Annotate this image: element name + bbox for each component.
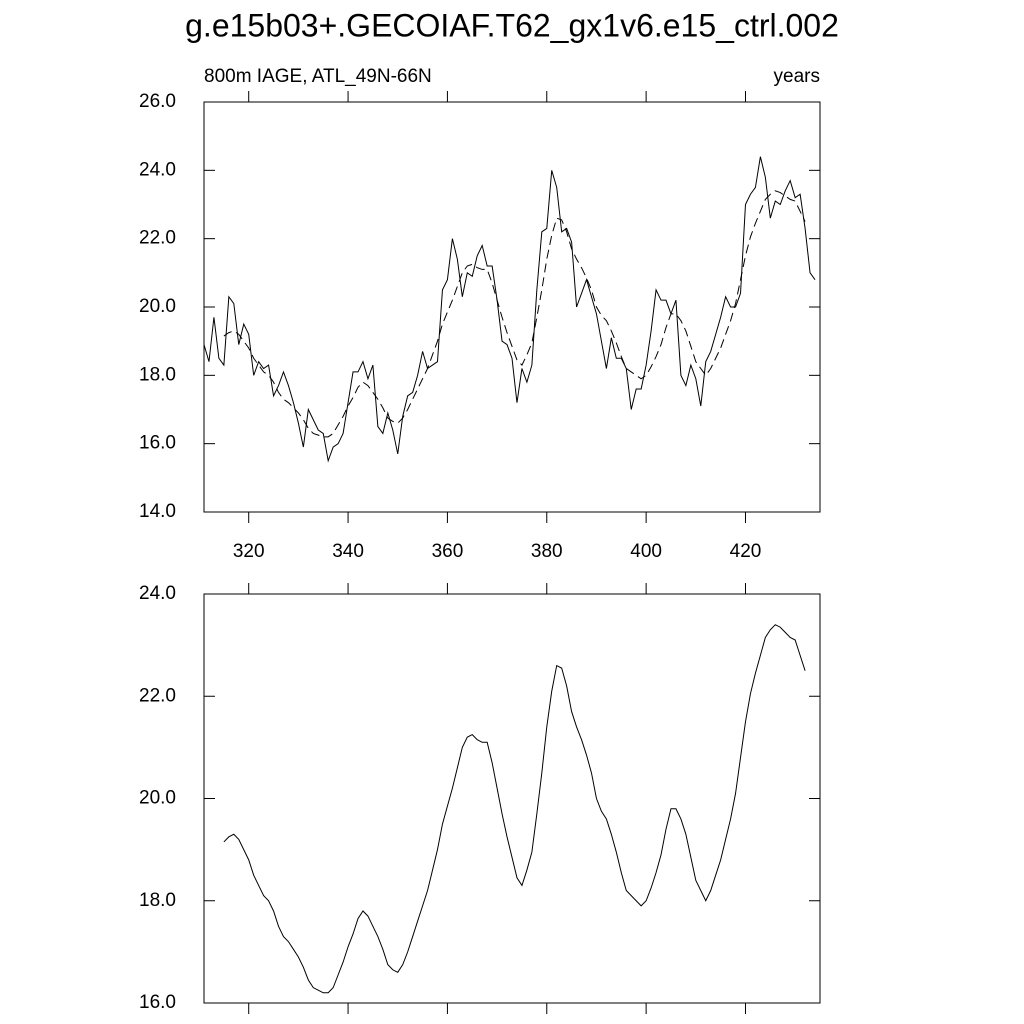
plot-frame (203, 101, 821, 513)
chart-title: g.e15b03+.GECOIAF.T62_gx1v6.e15_ctrl.002 (185, 7, 839, 43)
y-tick-label: 24.0 (139, 159, 176, 180)
x-tick-label: 320 (233, 541, 265, 562)
data-line (223, 624, 806, 994)
y-tick-label: 18.0 (139, 364, 176, 385)
x-tick-label: 360 (432, 541, 464, 562)
smoothed-line (223, 190, 806, 438)
y-tick-label: 26.0 (139, 91, 176, 112)
data-line (203, 156, 816, 463)
y-tick-label: 20.0 (139, 296, 176, 317)
right-label: years (774, 66, 820, 87)
y-tick-label: 16.0 (139, 992, 176, 1013)
y-tick-label: 18.0 (139, 890, 176, 911)
y-tick-label: 22.0 (139, 685, 176, 706)
x-tick-label: 420 (730, 541, 762, 562)
left-label: 800m IAGE, ATL_49N-66N (204, 66, 432, 87)
y-tick-label: 14.0 (139, 501, 176, 522)
y-tick-label: 20.0 (139, 788, 176, 809)
x-tick-label: 340 (332, 541, 364, 562)
plot-frame (203, 593, 821, 1004)
y-tick-label: 16.0 (139, 433, 176, 454)
x-tick-label: 400 (630, 541, 662, 562)
x-tick-label: 380 (531, 541, 563, 562)
y-tick-label: 22.0 (139, 228, 176, 249)
y-tick-label: 24.0 (139, 583, 176, 604)
